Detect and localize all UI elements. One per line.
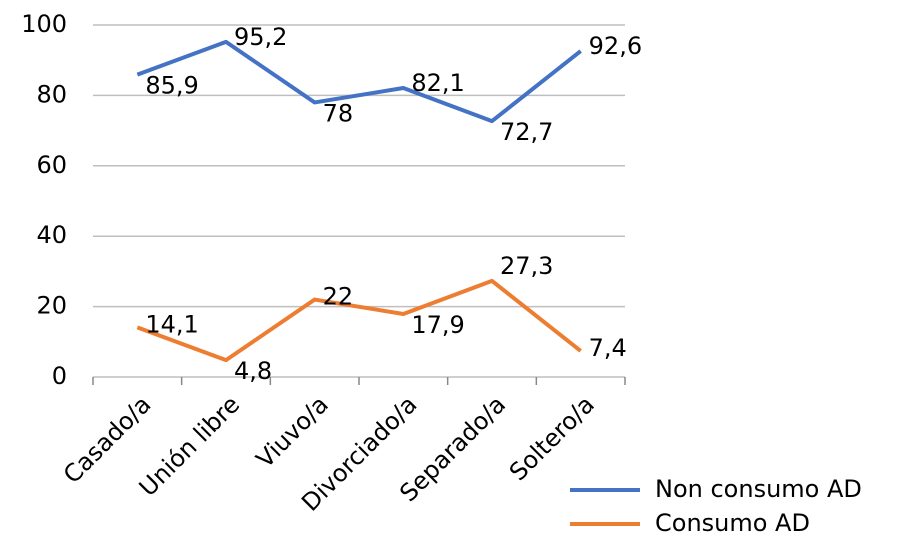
- y-tick-label: 40: [36, 221, 67, 249]
- y-tick-label: 60: [36, 151, 67, 179]
- legend-label: Non consumo AD: [655, 475, 862, 503]
- data-label: 72,7: [500, 118, 553, 146]
- series-line: [136, 278, 582, 363]
- y-tick-label: 100: [21, 10, 67, 38]
- y-tick-label: 0: [52, 362, 67, 390]
- y-tick-label: 20: [36, 292, 67, 320]
- data-label: 14,1: [145, 310, 198, 338]
- data-label: 92,6: [589, 32, 642, 60]
- data-label: 22: [323, 283, 354, 311]
- data-label: 4,8: [234, 357, 272, 385]
- data-label: 7,4: [589, 334, 627, 362]
- data-label: 17,9: [411, 311, 464, 339]
- data-label: 27,3: [500, 252, 553, 280]
- data-label: 85,9: [145, 72, 198, 100]
- legend-label: Consumo AD: [655, 509, 810, 537]
- data-label: 95,2: [234, 23, 287, 51]
- series-line: [136, 39, 582, 124]
- data-label: 78: [323, 99, 354, 127]
- x-tick-label: Soltero/a: [504, 390, 600, 486]
- y-tick-label: 80: [36, 80, 67, 108]
- x-tick-label: Viuvo/a: [251, 390, 334, 473]
- data-label: 82,1: [411, 69, 464, 97]
